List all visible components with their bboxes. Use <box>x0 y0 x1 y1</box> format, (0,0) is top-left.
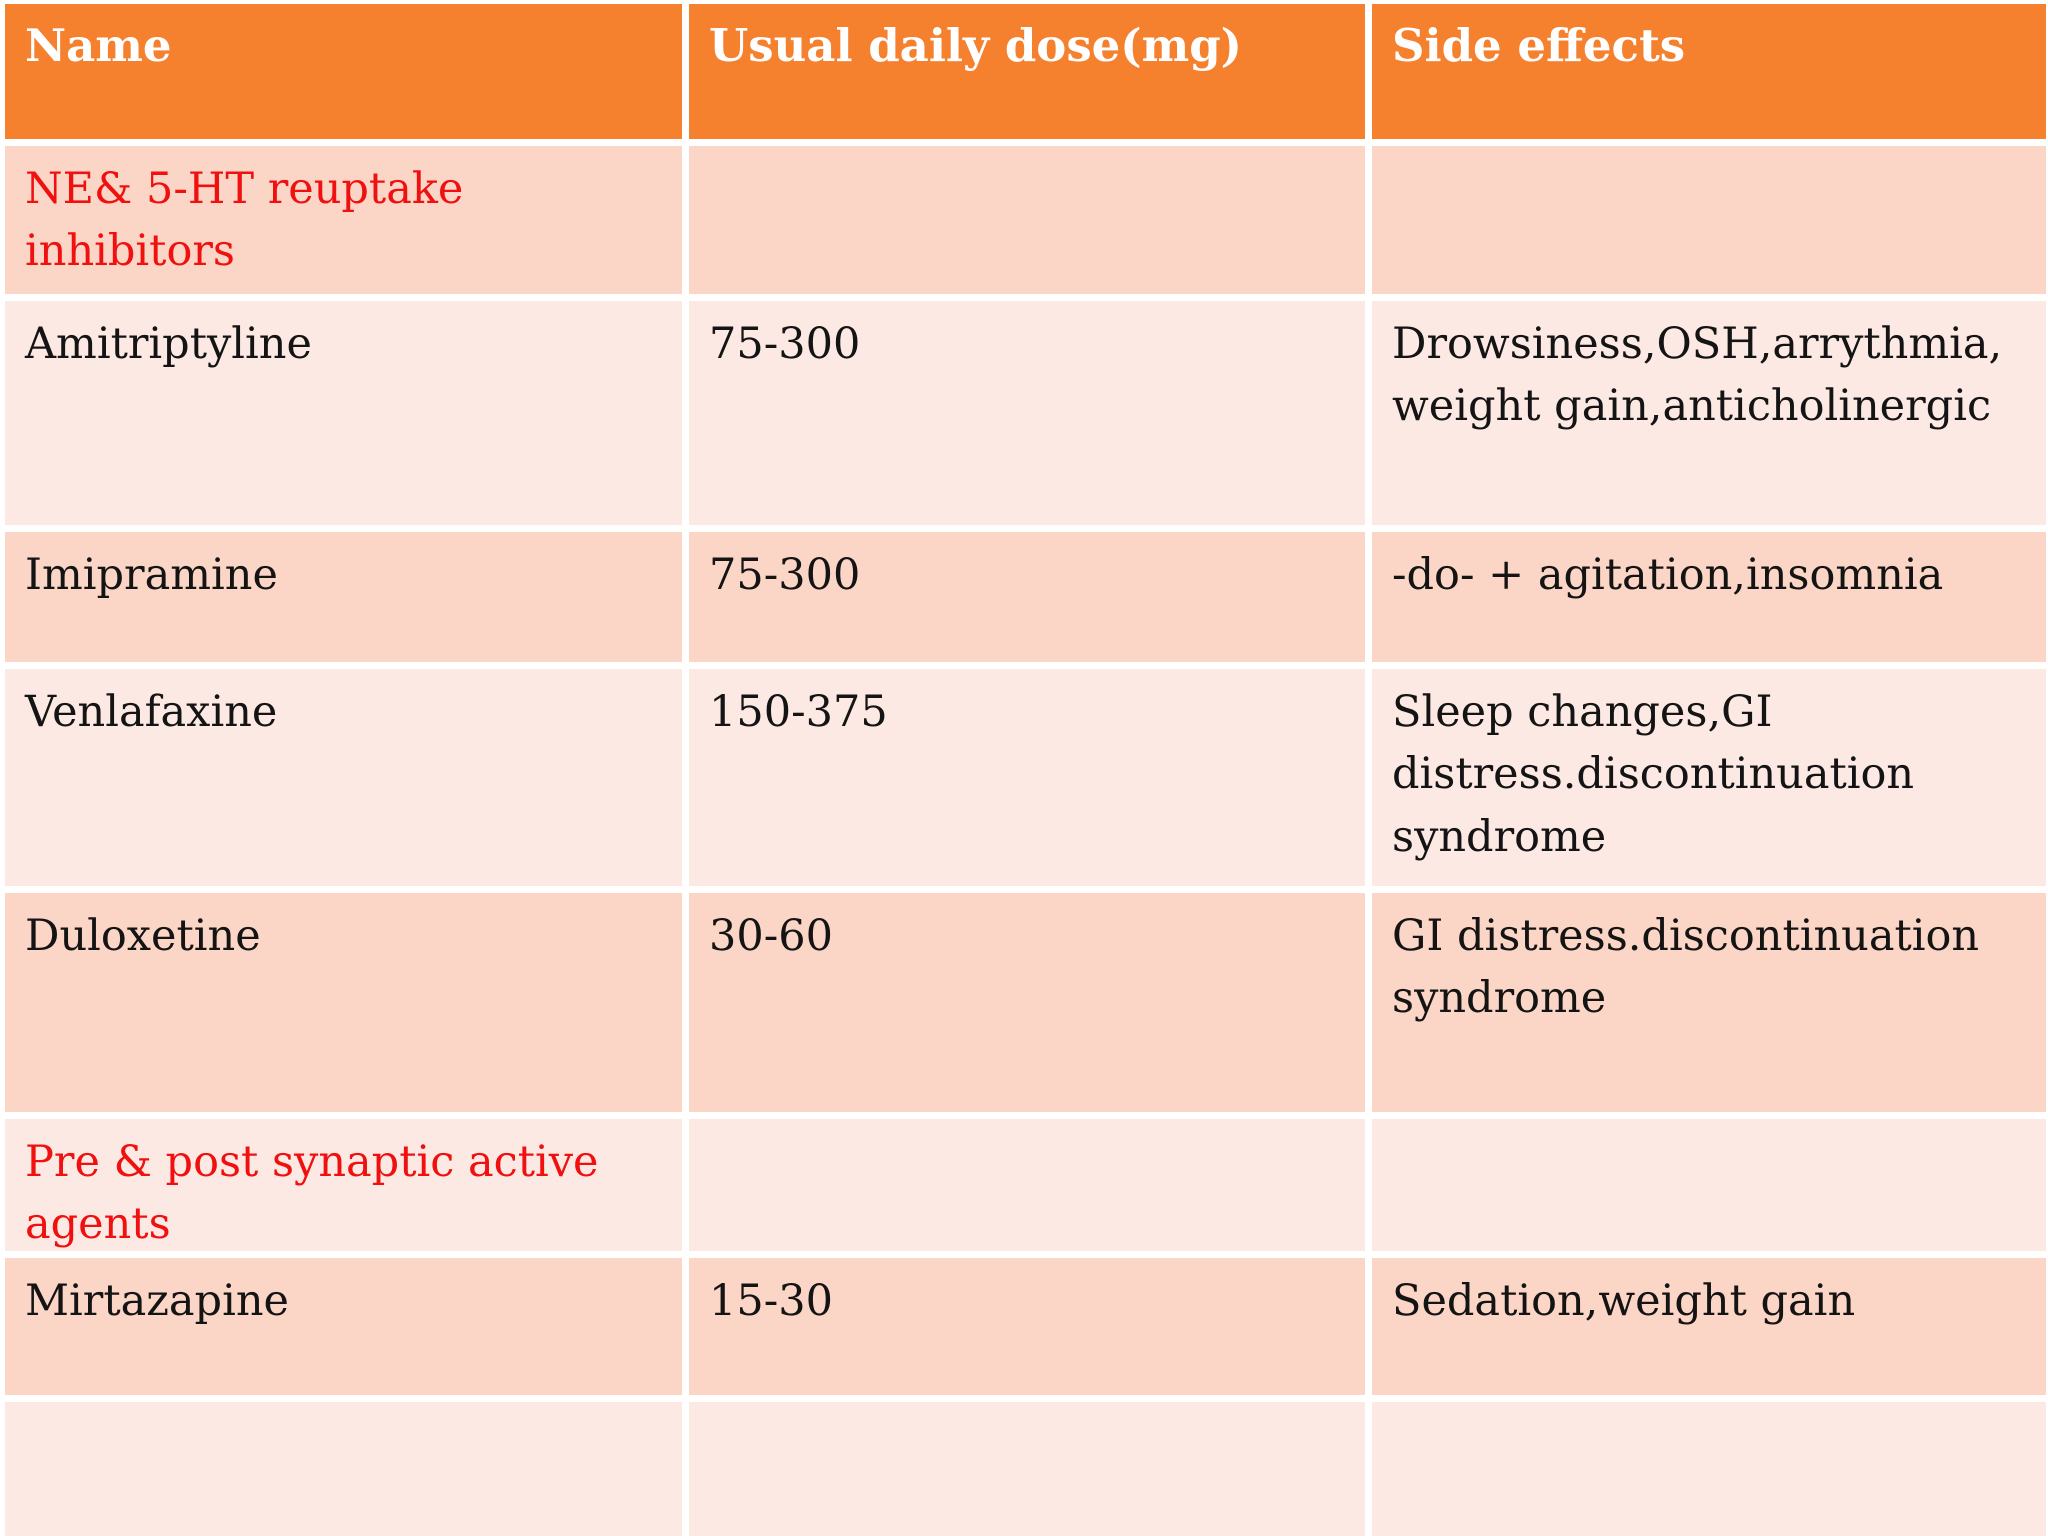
header-cell-dose: Usual daily dose(mg) <box>689 4 1365 139</box>
section-row-name: Pre & post synaptic active agents <box>5 1119 682 1251</box>
section-row-name: NE& 5-HT reuptake inhibitors <box>5 146 682 294</box>
section-row-side-effects <box>1372 146 2046 294</box>
empty-row-name <box>5 1402 682 1536</box>
drug-side-effects: Sedation,weight gain <box>1372 1258 2046 1395</box>
section-row-dose <box>689 1119 1365 1251</box>
section-row-side-effects <box>1372 1119 2046 1251</box>
drug-side-effects: Sleep changes,GI distress.discontinuatio… <box>1372 669 2046 886</box>
header-cell-name: Name <box>5 4 682 139</box>
drug-name: Imipramine <box>5 532 682 662</box>
drug-side-effects: GI distress.discontinuation syndrome <box>1372 893 2046 1112</box>
drug-name: Mirtazapine <box>5 1258 682 1395</box>
drug-name: Venlafaxine <box>5 669 682 886</box>
section-row-dose <box>689 146 1365 294</box>
drug-dose: 75-300 <box>689 301 1365 525</box>
drug-dose: 75-300 <box>689 532 1365 662</box>
drug-name: Duloxetine <box>5 893 682 1112</box>
drug-side-effects: -do- + agitation,insomnia <box>1372 532 2046 662</box>
drug-name: Amitriptyline <box>5 301 682 525</box>
header-cell-side-effects: Side effects <box>1372 4 2046 139</box>
empty-row-side-effects <box>1372 1402 2046 1536</box>
drug-side-effects: Drowsiness,OSH,arrythmia,weight gain,ant… <box>1372 301 2046 525</box>
empty-row-dose <box>689 1402 1365 1536</box>
drug-dose: 30-60 <box>689 893 1365 1112</box>
drug-dose: 150-375 <box>689 669 1365 886</box>
drug-dose: 15-30 <box>689 1258 1365 1395</box>
